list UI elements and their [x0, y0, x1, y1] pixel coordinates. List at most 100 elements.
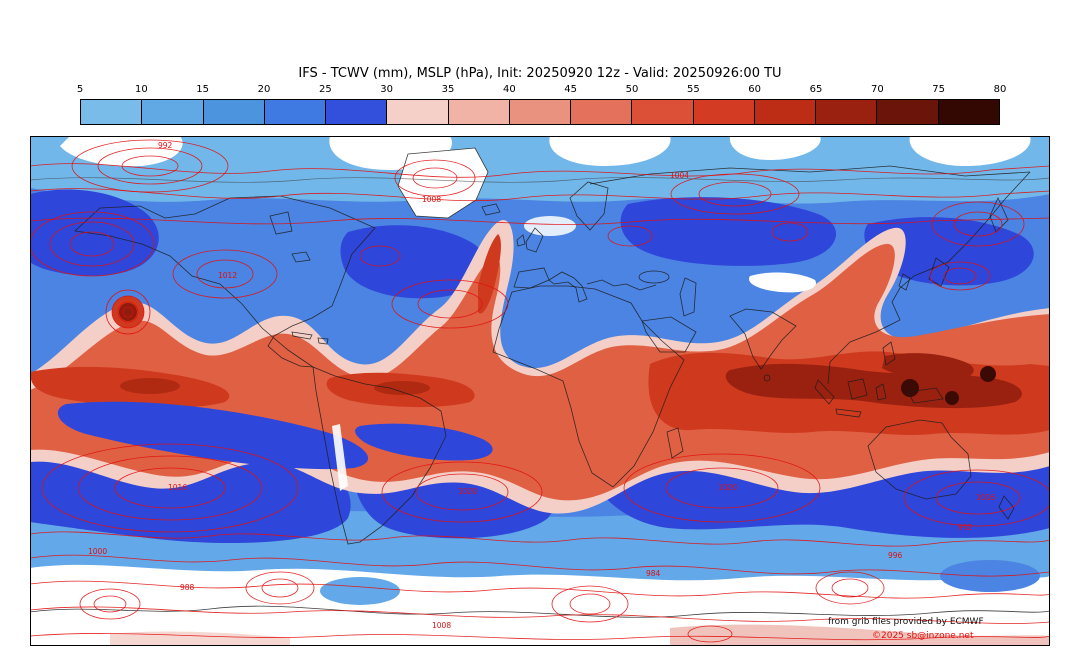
mslp-loop — [114, 467, 226, 509]
field-white-andes — [332, 424, 348, 491]
attribution: from grib files provided by ECMWF ©2025 … — [828, 617, 984, 641]
coast-africa — [492, 285, 685, 488]
mslp-line — [29, 217, 1051, 225]
mslp-loop — [771, 222, 809, 242]
coast-madagascar — [666, 427, 684, 459]
mslp-tc-ring — [117, 301, 139, 323]
colorbar-tick-label: 5 — [76, 84, 84, 95]
coast-hispaniola — [317, 337, 329, 345]
tcwv-field — [30, 136, 1050, 646]
map-border — [30, 136, 1050, 646]
mslp-line — [29, 188, 1051, 202]
mslp-loop — [93, 595, 127, 613]
pressure-labels: 992 1008 1004 1012 1016 1020 1020 1016 992 984 100… — [88, 141, 995, 630]
field-darkred-core — [882, 353, 974, 381]
colorbar-tick-label: 80 — [993, 84, 1007, 95]
field-black-spot — [901, 379, 919, 397]
pressure-label: 1016 — [976, 493, 995, 502]
colorbar-tick-label: 35 — [441, 84, 455, 95]
field-darkred-spot — [120, 378, 180, 394]
mslp-loop — [261, 578, 299, 598]
mslp-loop — [359, 245, 401, 267]
field-pink-antarctic — [110, 631, 290, 646]
field-white-arctic — [729, 136, 821, 160]
coast-arabia — [641, 316, 697, 353]
coast-australia — [867, 419, 972, 500]
map-area: 992 1008 1004 1012 1016 1020 1020 1016 992 984 100… — [29, 136, 1053, 646]
mslp-line — [29, 163, 1051, 178]
pressure-label: 984 — [646, 569, 661, 578]
field-cold-tongue-epac — [57, 401, 369, 470]
mslp-loop — [623, 453, 821, 523]
coast-black-sea — [638, 270, 670, 284]
mslp-loop — [953, 211, 1003, 237]
world-weather-map: 992 1008 1004 1012 1016 1020 1020 1016 992 984 100… — [29, 136, 1053, 646]
colorbar-tick-label: 50 — [625, 84, 639, 95]
coast-siberia — [589, 165, 1031, 185]
field-darkblue-npacific — [30, 189, 159, 276]
coast-great-lakes — [291, 251, 311, 263]
coast-mediterranean — [586, 279, 657, 291]
mslp-loop — [79, 588, 141, 620]
coast-greenland — [397, 147, 489, 219]
field-cold-tongue-atl — [355, 423, 493, 461]
mslp-loop — [607, 225, 653, 247]
mslp-tc-ring — [122, 306, 134, 318]
mslp-loop — [415, 473, 509, 511]
field-tc-swirl-core — [119, 303, 137, 321]
colorbar-segment — [509, 100, 572, 124]
mslp-loop — [412, 167, 458, 189]
arctic-black-contour — [29, 177, 1051, 183]
coast-east-asia — [827, 171, 1031, 385]
mslp-loop — [97, 147, 203, 185]
field-streamer-core — [478, 234, 501, 314]
attribution-source: from grib files provided by ECMWF — [828, 617, 984, 627]
mslp-loop — [931, 201, 1025, 247]
coast-scandinavia — [569, 181, 609, 231]
colorbar-segment — [326, 100, 388, 124]
pressure-label: 996 — [888, 551, 903, 560]
colorbar-segment — [448, 100, 510, 124]
mslp-loop — [69, 231, 115, 257]
field-black-spot — [980, 366, 996, 382]
pressure-label: 1008 — [422, 195, 441, 204]
colorbar-tick-label: 15 — [196, 84, 210, 95]
coast-caspian — [679, 277, 697, 317]
coast-philippines — [882, 341, 896, 366]
mslp-contours — [29, 139, 1053, 643]
mslp-loop — [935, 481, 1021, 515]
colorbar-segment — [387, 100, 449, 124]
mslp-loop — [77, 455, 263, 521]
pressure-label: 992 — [958, 523, 973, 532]
field-white-arctic — [909, 136, 1031, 166]
mslp-tc-ring — [111, 295, 145, 329]
coast-sumatra — [814, 379, 835, 405]
colorbar-ticks: 5 10 15 20 25 30 35 40 45 50 55 60 65 70 75 80 — [76, 84, 1007, 97]
field-white-europe — [524, 216, 576, 236]
colorbar-segment — [632, 100, 694, 124]
coast-ireland — [516, 234, 526, 247]
coast-hudson-bay — [269, 211, 293, 235]
colorbar-segment — [816, 100, 878, 124]
field-black-spot — [945, 391, 959, 405]
pressure-label: 1012 — [218, 271, 237, 280]
pressure-label: 1016 — [168, 483, 187, 492]
coast-srilanka — [763, 374, 771, 382]
coast-uk — [525, 227, 544, 253]
colorbar-segment — [693, 100, 755, 124]
mslp-loop — [121, 155, 179, 177]
mslp-loop — [670, 173, 800, 215]
colorbar-segment — [938, 100, 999, 124]
colorbar-tick-label: 70 — [870, 84, 884, 95]
coast-india — [729, 308, 797, 370]
coast-italy — [548, 271, 588, 303]
pressure-label: 1020 — [718, 483, 737, 492]
field-darkred-spot — [374, 381, 430, 395]
pressure-label: 988 — [180, 583, 195, 592]
mslp-loop — [569, 593, 611, 615]
mslp-loop — [687, 625, 733, 643]
colorbar-tick-label: 40 — [502, 84, 516, 95]
mslp-loop — [831, 578, 869, 598]
field-pink-antarctic — [670, 624, 1050, 646]
mslp-loop — [172, 249, 278, 299]
